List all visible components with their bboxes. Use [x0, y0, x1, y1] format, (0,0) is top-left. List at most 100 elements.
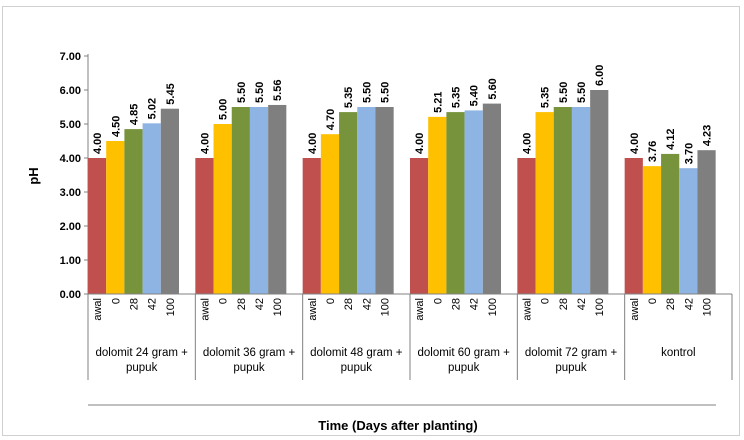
data-label: 4.00: [199, 133, 211, 154]
y-tick-label: 7.00: [60, 51, 81, 63]
category-label: 28: [451, 298, 463, 310]
category-label: awal: [92, 298, 104, 321]
group-label: pupuk: [233, 362, 265, 374]
data-label: 4.85: [129, 104, 141, 125]
data-labels: 4.00 4.50 4.85 5.02 5.45 4.00 5.00 5.50 5.50 5.56…: [92, 65, 713, 165]
bar: [106, 141, 125, 294]
group-label: dolomit 24 gram +: [95, 347, 188, 359]
category-label: awal: [629, 298, 641, 321]
data-label: 5.21: [432, 91, 444, 112]
bar: [357, 107, 376, 294]
bar: [679, 168, 698, 294]
category-label: 42: [254, 298, 266, 310]
bar: [339, 112, 358, 294]
category-label: awal: [307, 298, 319, 321]
category-label: 100: [487, 298, 499, 316]
x-axis-title: Time (Days after planting): [318, 418, 477, 433]
data-label: 5.56: [272, 80, 284, 101]
bar: [320, 134, 340, 294]
category-label: 0: [218, 298, 230, 304]
data-label: 5.50: [236, 82, 248, 103]
data-label: 5.35: [451, 87, 463, 108]
category-label: 28: [236, 298, 248, 310]
y-tick-label: 6.00: [60, 85, 81, 97]
category-label: 42: [469, 298, 481, 310]
category-label: 0: [432, 298, 444, 304]
data-label: 5.02: [147, 98, 159, 119]
bar: [88, 158, 107, 294]
bar: [142, 123, 161, 294]
bar: [661, 153, 680, 294]
bar: [213, 124, 232, 294]
data-label: 5.50: [558, 82, 570, 103]
category-label: 28: [129, 298, 141, 310]
bar: [249, 107, 269, 294]
group-label: pupuk: [126, 362, 158, 374]
data-label: 4.00: [307, 133, 319, 154]
data-label: 5.35: [343, 87, 355, 108]
bar: [464, 110, 483, 295]
data-label: 4.70: [325, 109, 337, 130]
data-label: 4.50: [110, 116, 122, 137]
bar: [124, 129, 143, 294]
y-axis-title: pH: [26, 167, 41, 184]
category-label: 100: [165, 298, 177, 316]
category-label: 28: [343, 298, 355, 310]
category-label: 28: [665, 298, 677, 310]
bar: [302, 158, 321, 294]
category-label: 0: [110, 298, 122, 304]
bar: [231, 107, 250, 294]
category-label: awal: [199, 298, 211, 321]
bar: [375, 107, 394, 294]
data-label: 4.12: [665, 128, 677, 149]
group-label: dolomit 48 gram +: [310, 347, 403, 359]
data-label: 5.50: [380, 82, 392, 103]
group-label: kontrol: [661, 347, 696, 359]
bar: [268, 104, 287, 295]
data-label: 5.45: [165, 83, 177, 104]
bar: [482, 103, 501, 294]
group-label: dolomit 60 gram +: [417, 347, 510, 359]
y-tick-label: 0.00: [60, 289, 81, 301]
data-label: 4.00: [414, 133, 426, 154]
bar: [410, 158, 429, 294]
category-label: awal: [521, 298, 533, 321]
data-label: 5.50: [361, 82, 373, 103]
category-label: 42: [683, 298, 695, 310]
data-label: 4.00: [92, 133, 104, 154]
category-label: awal: [414, 298, 426, 321]
category-label: 42: [147, 298, 159, 310]
bar: [160, 108, 179, 294]
data-label: 6.00: [594, 65, 606, 86]
category-label: 28: [558, 298, 570, 310]
bars: [88, 90, 716, 295]
bar: [571, 107, 591, 294]
bar: [428, 116, 447, 294]
bar: [195, 158, 214, 294]
group-label: pupuk: [555, 362, 587, 374]
category-label: 42: [576, 298, 588, 310]
category-label: 100: [380, 298, 392, 316]
bar: [624, 158, 643, 294]
bar: [642, 166, 662, 294]
bar: [590, 90, 609, 294]
bar: [535, 112, 554, 294]
data-label: 4.00: [629, 133, 641, 154]
y-tick-label: 1.00: [60, 255, 81, 267]
category-label: 0: [540, 298, 552, 304]
y-tick-label: 3.00: [60, 187, 81, 199]
group-label: pupuk: [448, 362, 480, 374]
bar: [697, 150, 716, 294]
data-label: 4.00: [521, 133, 533, 154]
data-label: 5.50: [254, 82, 266, 103]
bar: [517, 158, 536, 294]
group-label: dolomit 36 gram +: [203, 347, 296, 359]
data-label: 3.76: [647, 141, 659, 162]
data-label: 5.40: [469, 85, 481, 106]
group-label: dolomit 72 gram +: [525, 347, 618, 359]
data-label: 5.00: [218, 99, 230, 120]
data-label: 3.70: [683, 143, 695, 164]
data-label: 5.50: [576, 82, 588, 103]
